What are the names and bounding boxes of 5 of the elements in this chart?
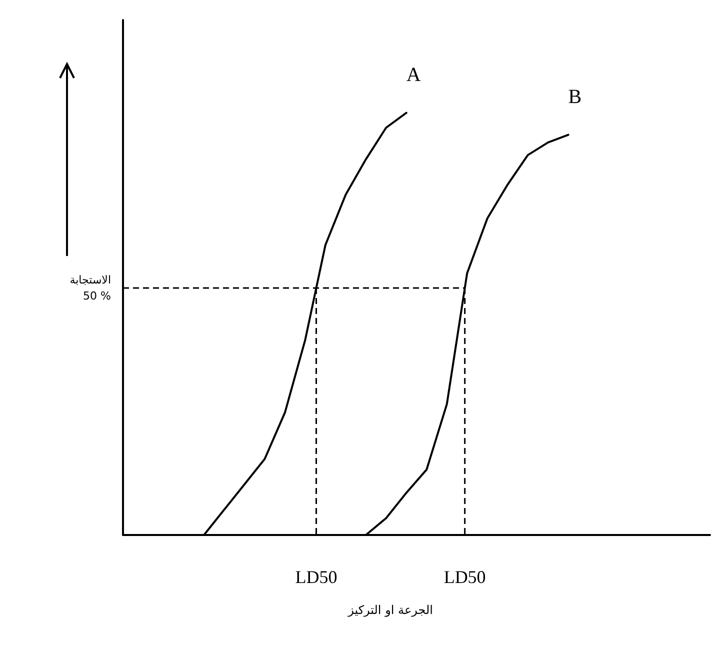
series-label: B bbox=[568, 86, 582, 108]
text: LD50 bbox=[295, 567, 338, 587]
text: الجرعة او التركيز bbox=[347, 603, 433, 617]
series-label: A bbox=[406, 64, 422, 86]
text: LD50 bbox=[444, 567, 486, 587]
